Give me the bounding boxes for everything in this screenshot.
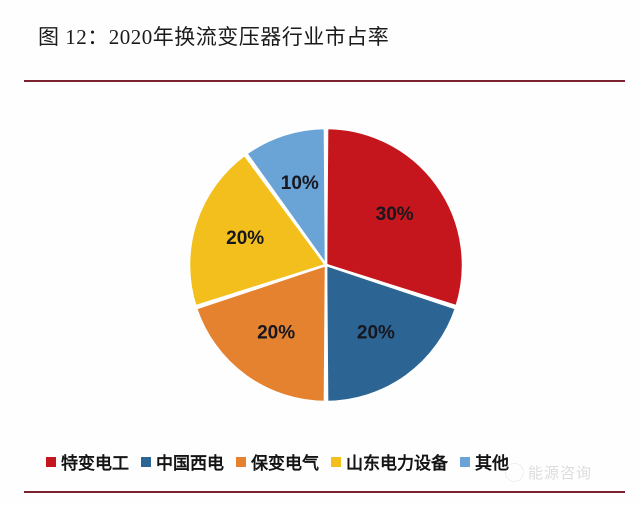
pie-chart-svg: 30% 20% 20% 20% 10% <box>187 126 465 404</box>
page-title: 图 12：2020年换流变压器行业市占率 <box>38 25 390 49</box>
pie-slice-label: 30% <box>376 204 414 225</box>
legend-swatch-icon <box>46 456 56 467</box>
legend-item: 特变电工 <box>46 449 129 474</box>
watermark-label: 能源咨询 <box>528 465 593 482</box>
legend-item: 中国西电 <box>141 449 224 474</box>
legend-item: 山东电力设备 <box>331 449 448 474</box>
legend-swatch-icon <box>460 456 470 467</box>
legend-item-label: 特变电工 <box>61 454 129 473</box>
pie-slice <box>187 153 329 308</box>
legend-item-label: 保变电气 <box>251 454 319 473</box>
legend-swatch-icon <box>141 456 151 467</box>
pie-slice <box>244 126 328 269</box>
legend-item-label: 其他 <box>475 454 509 473</box>
legend-swatch-icon <box>236 456 246 467</box>
legend-item-label: 山东电力设备 <box>346 454 448 473</box>
pie-slice-label: 20% <box>257 323 295 344</box>
pie-slice-label: 20% <box>226 228 264 249</box>
title-divider-top <box>24 80 625 82</box>
pie-slice <box>194 263 328 404</box>
legend-item-label: 中国西电 <box>156 454 224 473</box>
pie-slice-label: 10% <box>281 173 319 194</box>
chart-legend: 特变电工 中国西电 保变电气 山东电力设备 其他 <box>46 449 509 474</box>
pie-label-group: 30% 20% 20% 20% 10% <box>226 173 414 344</box>
pie-chart: 30% 20% 20% 20% 10% <box>0 90 640 430</box>
pie-slice-group <box>187 126 465 404</box>
legend-item: 其他 <box>460 449 509 474</box>
legend-item: 保变电气 <box>236 449 319 474</box>
pie-slice <box>324 263 458 404</box>
pie-slice <box>324 126 465 308</box>
legend-swatch-icon <box>331 456 341 467</box>
pie-slice-label: 20% <box>357 323 395 344</box>
watermark: 能源咨询 <box>505 462 592 483</box>
footer-divider-bottom <box>24 491 625 493</box>
watermark-logo-icon <box>505 463 524 482</box>
